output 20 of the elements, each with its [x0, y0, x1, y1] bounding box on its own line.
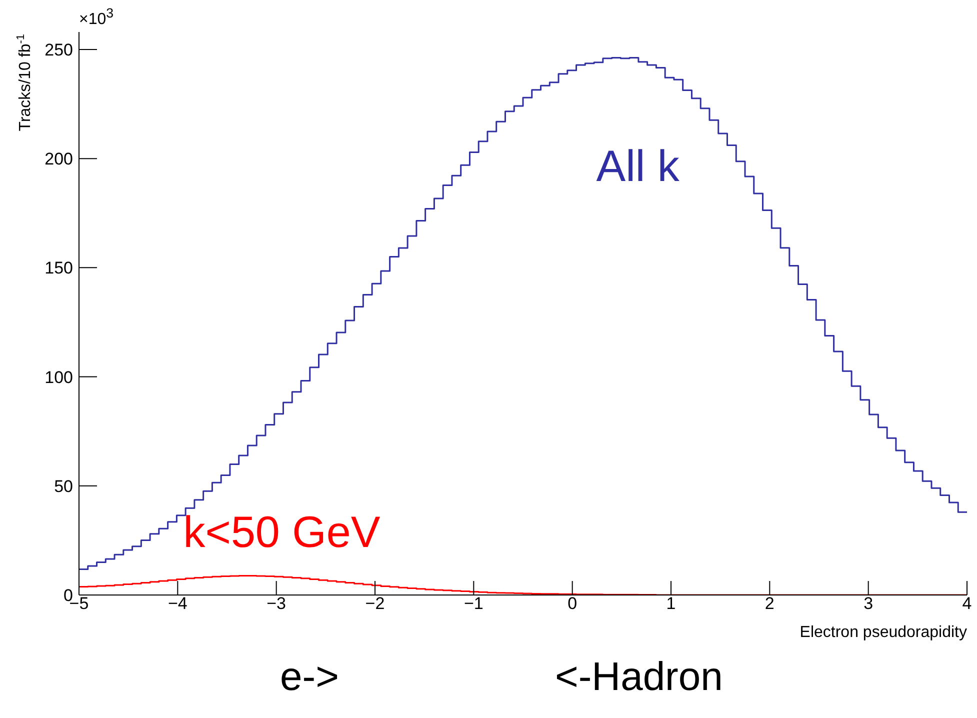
- y-tick-label: 50: [54, 476, 73, 496]
- y-tick-label: 250: [44, 40, 73, 60]
- text: ×10$^{3}$: [79, 6, 114, 28]
- y-tick-label: 100: [44, 368, 73, 387]
- x-tick-label: 3: [864, 594, 874, 614]
- x-tick-label: −4: [168, 594, 188, 614]
- x-tick-label: 1: [666, 594, 676, 614]
- x-tick-label: −2: [365, 594, 385, 614]
- x-tick-label: 0: [568, 594, 578, 614]
- x-tick-label: 2: [764, 594, 774, 614]
- x-tick-label: −3: [266, 594, 286, 614]
- text: <-Hadron: [555, 655, 723, 699]
- x-axis-title: Electron pseudorapidity: [800, 624, 967, 641]
- series-label: k<50 GeV: [183, 508, 380, 557]
- x-tick-label: −1: [464, 594, 484, 614]
- series-label: All k: [596, 142, 680, 192]
- y-tick-label: 150: [44, 258, 73, 278]
- text: e->: [280, 655, 339, 699]
- x-tick-label: 4: [962, 594, 972, 614]
- y-tick-label: 200: [44, 150, 73, 169]
